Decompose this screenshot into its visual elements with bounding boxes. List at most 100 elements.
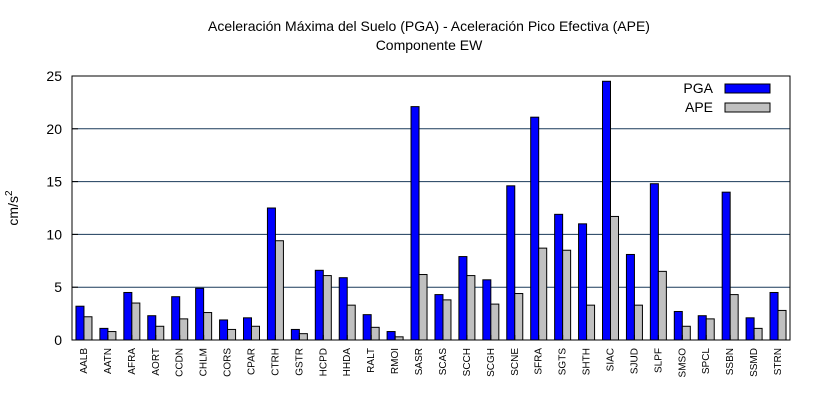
bar-ape-scch: [466, 275, 476, 341]
x-tick-label: STRN: [773, 348, 784, 375]
legend: PGA APE: [683, 80, 771, 115]
y-axis-label-exponent: 2: [4, 190, 15, 196]
y-axis-label: cm/s2: [4, 190, 21, 226]
y-tick-label: 25: [46, 68, 62, 84]
bar-ape-shth: [586, 304, 596, 341]
x-tick-label: GSTR: [294, 348, 305, 376]
bar-ape-aatn: [107, 331, 117, 341]
x-tick-label: SJUD: [629, 348, 640, 374]
x-tick-label: SLPF: [653, 348, 664, 373]
bar-ape-ralt: [370, 326, 380, 341]
x-tick-label: CPAR: [247, 348, 258, 375]
x-tick-label: CHLM: [199, 348, 210, 376]
bar-pga-aatn: [99, 327, 109, 341]
bar-ape-ssbn: [729, 294, 739, 341]
x-tick-label: SFRA: [534, 348, 545, 375]
bar-pga-ralt: [362, 314, 372, 341]
chart-title: Aceleración Máxima del Suelo (PGA) - Ace…: [208, 18, 650, 34]
bar-pga-ssmd: [745, 317, 755, 341]
legend-swatch-ape: [724, 102, 771, 113]
bar-ape-siac: [610, 215, 619, 341]
bar-pga-sasr: [410, 106, 420, 341]
bar-ape-chlm: [203, 312, 213, 341]
bar-ape-smso: [681, 325, 691, 341]
x-ticks: AALB AATN AFRA AORT CCDN CHLM CORS CPAR CTRH GSTR…: [79, 335, 784, 377]
bar-ape-spcl: [705, 318, 715, 341]
bar-ape-sgts: [562, 249, 572, 341]
bar-pga-scne: [506, 185, 516, 341]
bar-pga-aort: [147, 315, 157, 341]
legend-label-ape: APE: [685, 99, 713, 115]
grid: [72, 128, 790, 288]
y-tick-label: 20: [46, 121, 62, 137]
bar-pga-ssbn: [721, 191, 731, 341]
bar-ape-slpf: [657, 270, 667, 341]
x-tick-label: AORT: [151, 348, 162, 376]
bar-pga-slpf: [649, 183, 659, 341]
y-tick-label: 10: [46, 226, 62, 242]
bar-pga-scch: [458, 256, 468, 341]
bar-pga-aalb: [75, 305, 85, 341]
y-tick-label: 15: [46, 174, 62, 190]
bar-pga-cpar: [243, 317, 252, 341]
x-tick-label: SSBN: [725, 348, 736, 375]
bar-pga-sfra: [530, 116, 540, 341]
chart-subtitle: Componente EW: [376, 37, 483, 53]
bar-ape-afra: [131, 302, 141, 341]
bar-pga-smso: [673, 310, 683, 341]
x-tick-label: SCNE: [510, 348, 521, 376]
bar-pga-scas: [434, 294, 444, 341]
bar-pga-cors: [219, 319, 229, 341]
bar-pga-sgts: [554, 213, 564, 341]
bar-pga-sjud: [625, 253, 635, 341]
x-tick-label: SPCL: [701, 348, 712, 375]
bar-ape-hcpd: [322, 275, 332, 341]
bar-ape-gstr: [298, 333, 308, 341]
bar-pga-spcl: [697, 315, 707, 341]
bar-pga-chlm: [195, 287, 205, 341]
bar-pga-scgh: [482, 279, 492, 341]
x-tick-label: SIAC: [606, 348, 617, 371]
bar-ape-aort: [155, 325, 165, 341]
bar-ape-aalb: [83, 316, 93, 341]
bar-ape-sasr: [418, 274, 428, 341]
x-tick-label: AALB: [79, 348, 90, 374]
x-tick-label: SSMD: [749, 348, 760, 377]
bar-pga-strn: [769, 291, 779, 341]
x-tick-label: SCAS: [438, 348, 449, 376]
bar-ape-hhda: [346, 304, 356, 341]
bar-ape-ssmd: [753, 327, 763, 341]
legend-swatch-pga: [724, 83, 771, 94]
x-tick-label: RMOI: [390, 348, 401, 374]
x-tick-label: CTRH: [270, 348, 281, 376]
bar-ape-cors: [227, 328, 237, 341]
bar-ape-cpar: [251, 325, 260, 341]
x-tick-label: HCPD: [318, 348, 329, 376]
bar-pga-afra: [123, 291, 133, 341]
legend-label-pga: PGA: [683, 80, 713, 96]
bar-ape-scas: [442, 299, 452, 341]
bar-pga-ctrh: [266, 207, 276, 341]
x-tick-label: SMSO: [677, 348, 688, 378]
bar-ape-sfra: [538, 247, 548, 341]
bar-pga-gstr: [290, 328, 300, 341]
x-tick-label: HHDA: [342, 348, 353, 377]
bar-pga-siac: [602, 80, 611, 341]
x-tick-label: CCDN: [175, 348, 186, 377]
bar-ape-ccdn: [179, 318, 189, 341]
x-tick-label: SGTS: [558, 348, 569, 376]
bar-ape-scgh: [490, 303, 500, 341]
bar-pga-shth: [578, 223, 588, 341]
bar-pga-ccdn: [171, 296, 181, 341]
bar-ape-sjud: [633, 304, 643, 341]
x-tick-label: SCCH: [462, 348, 473, 376]
plot-frame: [71, 75, 791, 341]
bar-ape-strn: [777, 309, 787, 341]
bar-pga-hcpd: [314, 269, 324, 341]
x-tick-label: CORS: [223, 348, 234, 377]
bar-pga-hhda: [338, 277, 348, 341]
bar-pga-rmoi: [386, 331, 396, 341]
x-tick-label: AATN: [103, 348, 114, 374]
bar-ape-ctrh: [274, 240, 284, 341]
